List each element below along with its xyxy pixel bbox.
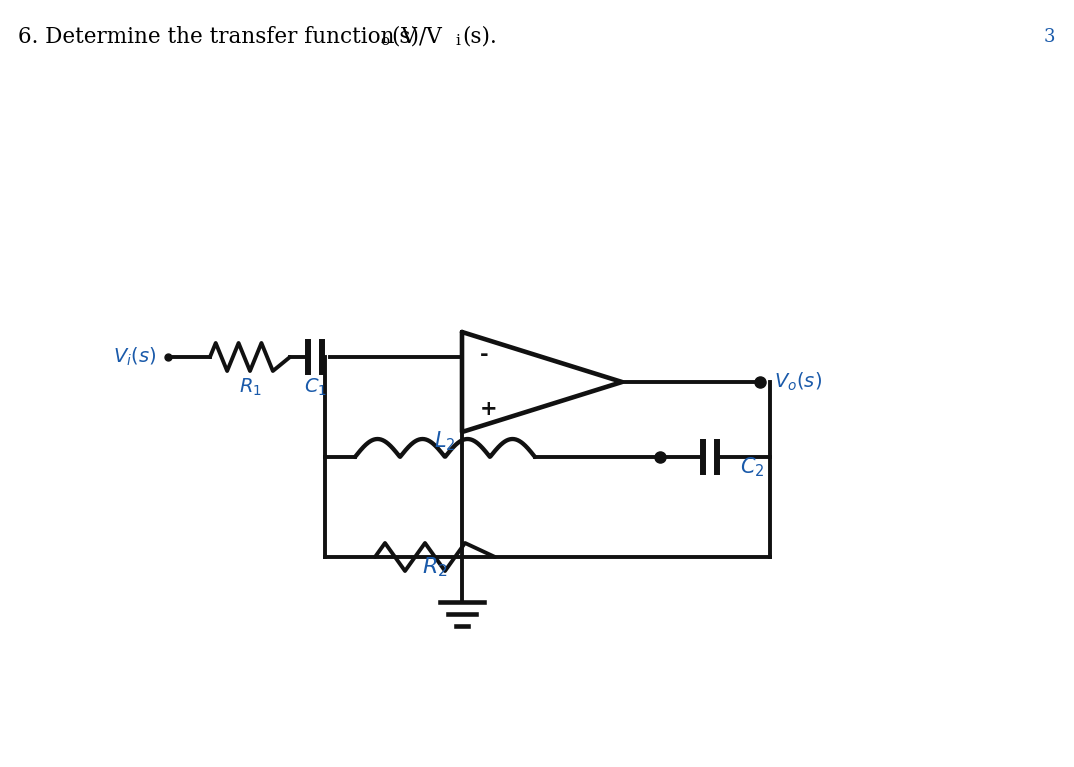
Text: $\mathit{R}_1$: $\mathit{R}_1$ (238, 377, 261, 398)
Text: 3: 3 (1044, 28, 1055, 46)
Text: (s)/V: (s)/V (391, 26, 441, 48)
Text: $\mathit{L}_2$: $\mathit{L}_2$ (434, 429, 455, 453)
Text: o: o (380, 34, 389, 48)
Text: $\mathit{C}_2$: $\mathit{C}_2$ (740, 456, 765, 479)
Text: $\mathit{R}_2$: $\mathit{R}_2$ (422, 555, 448, 579)
Text: (s).: (s). (462, 26, 497, 48)
Text: -: - (480, 345, 489, 365)
Text: i: i (455, 34, 460, 48)
Text: $\mathit{V_i(s)}$: $\mathit{V_i(s)}$ (113, 346, 156, 368)
Text: $\mathit{C}_1$: $\mathit{C}_1$ (304, 377, 326, 398)
Text: +: + (480, 399, 497, 419)
Text: $\mathit{V_o(s)}$: $\mathit{V_o(s)}$ (774, 371, 822, 393)
Text: 6. Determine the transfer function V: 6. Determine the transfer function V (18, 26, 417, 48)
